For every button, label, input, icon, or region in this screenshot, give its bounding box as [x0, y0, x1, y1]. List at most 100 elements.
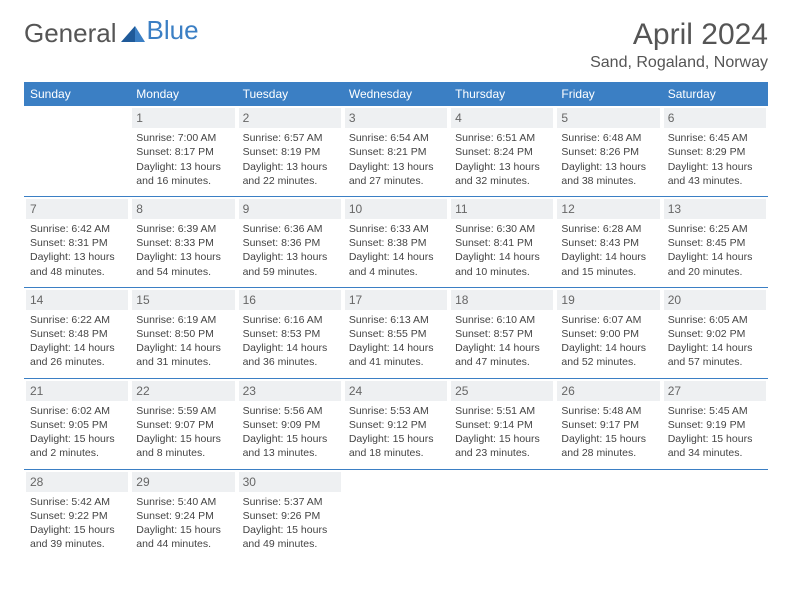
calendar-day-cell: 10Sunrise: 6:33 AMSunset: 8:38 PMDayligh…	[343, 196, 449, 287]
calendar-day-cell: 3Sunrise: 6:54 AMSunset: 8:21 PMDaylight…	[343, 106, 449, 196]
calendar-week-row: 14Sunrise: 6:22 AMSunset: 8:48 PMDayligh…	[24, 287, 768, 378]
calendar-week-row: 21Sunrise: 6:02 AMSunset: 9:05 PMDayligh…	[24, 378, 768, 469]
sunrise-line: Sunrise: 5:45 AM	[668, 404, 762, 418]
day-number: 13	[664, 199, 766, 219]
day-number: 22	[132, 381, 234, 401]
sunrise-line: Sunrise: 6:57 AM	[243, 131, 337, 145]
sunrise-line: Sunrise: 5:51 AM	[455, 404, 549, 418]
sunset-line: Sunset: 8:36 PM	[243, 236, 337, 250]
calendar-day-cell: 14Sunrise: 6:22 AMSunset: 8:48 PMDayligh…	[24, 287, 130, 378]
calendar-week-row: 7Sunrise: 6:42 AMSunset: 8:31 PMDaylight…	[24, 196, 768, 287]
sunset-line: Sunset: 8:21 PM	[349, 145, 443, 159]
calendar-day-cell: 2Sunrise: 6:57 AMSunset: 8:19 PMDaylight…	[237, 106, 343, 196]
sunrise-line: Sunrise: 6:36 AM	[243, 222, 337, 236]
day-number: 20	[664, 290, 766, 310]
logo-text-1: General	[24, 18, 117, 49]
sunset-line: Sunset: 9:22 PM	[30, 509, 124, 523]
calendar-day-cell: 11Sunrise: 6:30 AMSunset: 8:41 PMDayligh…	[449, 196, 555, 287]
calendar-day-cell	[555, 469, 661, 559]
day-number: 6	[664, 108, 766, 128]
sunrise-line: Sunrise: 6:16 AM	[243, 313, 337, 327]
day-number: 27	[664, 381, 766, 401]
sunset-line: Sunset: 9:26 PM	[243, 509, 337, 523]
day-number: 14	[26, 290, 128, 310]
daylight-line: Daylight: 14 hours and 15 minutes.	[561, 250, 655, 278]
daylight-line: Daylight: 14 hours and 36 minutes.	[243, 341, 337, 369]
day-number: 3	[345, 108, 447, 128]
sunset-line: Sunset: 9:24 PM	[136, 509, 230, 523]
day-number: 12	[557, 199, 659, 219]
day-number: 15	[132, 290, 234, 310]
day-header: Tuesday	[237, 82, 343, 106]
calendar-day-cell	[449, 469, 555, 559]
sunrise-line: Sunrise: 6:33 AM	[349, 222, 443, 236]
daylight-line: Daylight: 14 hours and 57 minutes.	[668, 341, 762, 369]
sunset-line: Sunset: 8:57 PM	[455, 327, 549, 341]
sunrise-line: Sunrise: 6:30 AM	[455, 222, 549, 236]
daylight-line: Daylight: 15 hours and 34 minutes.	[668, 432, 762, 460]
day-header: Sunday	[24, 82, 130, 106]
daylight-line: Daylight: 13 hours and 32 minutes.	[455, 160, 549, 188]
location: Sand, Rogaland, Norway	[590, 54, 768, 72]
daylight-line: Daylight: 15 hours and 8 minutes.	[136, 432, 230, 460]
sunrise-line: Sunrise: 6:28 AM	[561, 222, 655, 236]
sunset-line: Sunset: 9:02 PM	[668, 327, 762, 341]
day-number: 25	[451, 381, 553, 401]
sunset-line: Sunset: 8:17 PM	[136, 145, 230, 159]
sunrise-line: Sunrise: 6:05 AM	[668, 313, 762, 327]
day-number: 23	[239, 381, 341, 401]
sunrise-line: Sunrise: 5:56 AM	[243, 404, 337, 418]
daylight-line: Daylight: 15 hours and 49 minutes.	[243, 523, 337, 551]
daylight-line: Daylight: 13 hours and 54 minutes.	[136, 250, 230, 278]
day-number: 28	[26, 472, 128, 492]
calendar-day-cell: 7Sunrise: 6:42 AMSunset: 8:31 PMDaylight…	[24, 196, 130, 287]
calendar-day-cell: 23Sunrise: 5:56 AMSunset: 9:09 PMDayligh…	[237, 378, 343, 469]
day-number: 10	[345, 199, 447, 219]
day-number: 19	[557, 290, 659, 310]
sunset-line: Sunset: 8:38 PM	[349, 236, 443, 250]
daylight-line: Daylight: 15 hours and 2 minutes.	[30, 432, 124, 460]
sunrise-line: Sunrise: 6:45 AM	[668, 131, 762, 145]
day-header: Wednesday	[343, 82, 449, 106]
day-header: Monday	[130, 82, 236, 106]
sunrise-line: Sunrise: 6:07 AM	[561, 313, 655, 327]
sunrise-line: Sunrise: 6:13 AM	[349, 313, 443, 327]
daylight-line: Daylight: 13 hours and 43 minutes.	[668, 160, 762, 188]
calendar-day-cell: 5Sunrise: 6:48 AMSunset: 8:26 PMDaylight…	[555, 106, 661, 196]
day-number: 11	[451, 199, 553, 219]
sunset-line: Sunset: 8:45 PM	[668, 236, 762, 250]
day-number: 5	[557, 108, 659, 128]
calendar-day-cell: 21Sunrise: 6:02 AMSunset: 9:05 PMDayligh…	[24, 378, 130, 469]
sunset-line: Sunset: 8:19 PM	[243, 145, 337, 159]
sunset-line: Sunset: 9:07 PM	[136, 418, 230, 432]
logo-icon	[121, 18, 147, 49]
calendar-day-cell: 18Sunrise: 6:10 AMSunset: 8:57 PMDayligh…	[449, 287, 555, 378]
calendar-day-cell: 29Sunrise: 5:40 AMSunset: 9:24 PMDayligh…	[130, 469, 236, 559]
calendar-body: 1Sunrise: 7:00 AMSunset: 8:17 PMDaylight…	[24, 106, 768, 559]
sunrise-line: Sunrise: 6:02 AM	[30, 404, 124, 418]
sunrise-line: Sunrise: 5:40 AM	[136, 495, 230, 509]
day-number: 24	[345, 381, 447, 401]
sunrise-line: Sunrise: 6:25 AM	[668, 222, 762, 236]
daylight-line: Daylight: 13 hours and 27 minutes.	[349, 160, 443, 188]
day-number: 9	[239, 199, 341, 219]
sunrise-line: Sunrise: 6:42 AM	[30, 222, 124, 236]
calendar-day-cell	[24, 106, 130, 196]
day-number: 29	[132, 472, 234, 492]
day-number: 2	[239, 108, 341, 128]
sunrise-line: Sunrise: 7:00 AM	[136, 131, 230, 145]
day-number: 4	[451, 108, 553, 128]
calendar-day-cell: 30Sunrise: 5:37 AMSunset: 9:26 PMDayligh…	[237, 469, 343, 559]
header: General Blue April 2024 Sand, Rogaland, …	[24, 18, 768, 72]
daylight-line: Daylight: 14 hours and 41 minutes.	[349, 341, 443, 369]
daylight-line: Daylight: 14 hours and 52 minutes.	[561, 341, 655, 369]
daylight-line: Daylight: 15 hours and 13 minutes.	[243, 432, 337, 460]
calendar-day-cell: 1Sunrise: 7:00 AMSunset: 8:17 PMDaylight…	[130, 106, 236, 196]
day-number: 18	[451, 290, 553, 310]
calendar-day-cell: 17Sunrise: 6:13 AMSunset: 8:55 PMDayligh…	[343, 287, 449, 378]
sunset-line: Sunset: 9:00 PM	[561, 327, 655, 341]
sunrise-line: Sunrise: 5:37 AM	[243, 495, 337, 509]
day-header: Friday	[555, 82, 661, 106]
sunrise-line: Sunrise: 6:48 AM	[561, 131, 655, 145]
day-number: 16	[239, 290, 341, 310]
